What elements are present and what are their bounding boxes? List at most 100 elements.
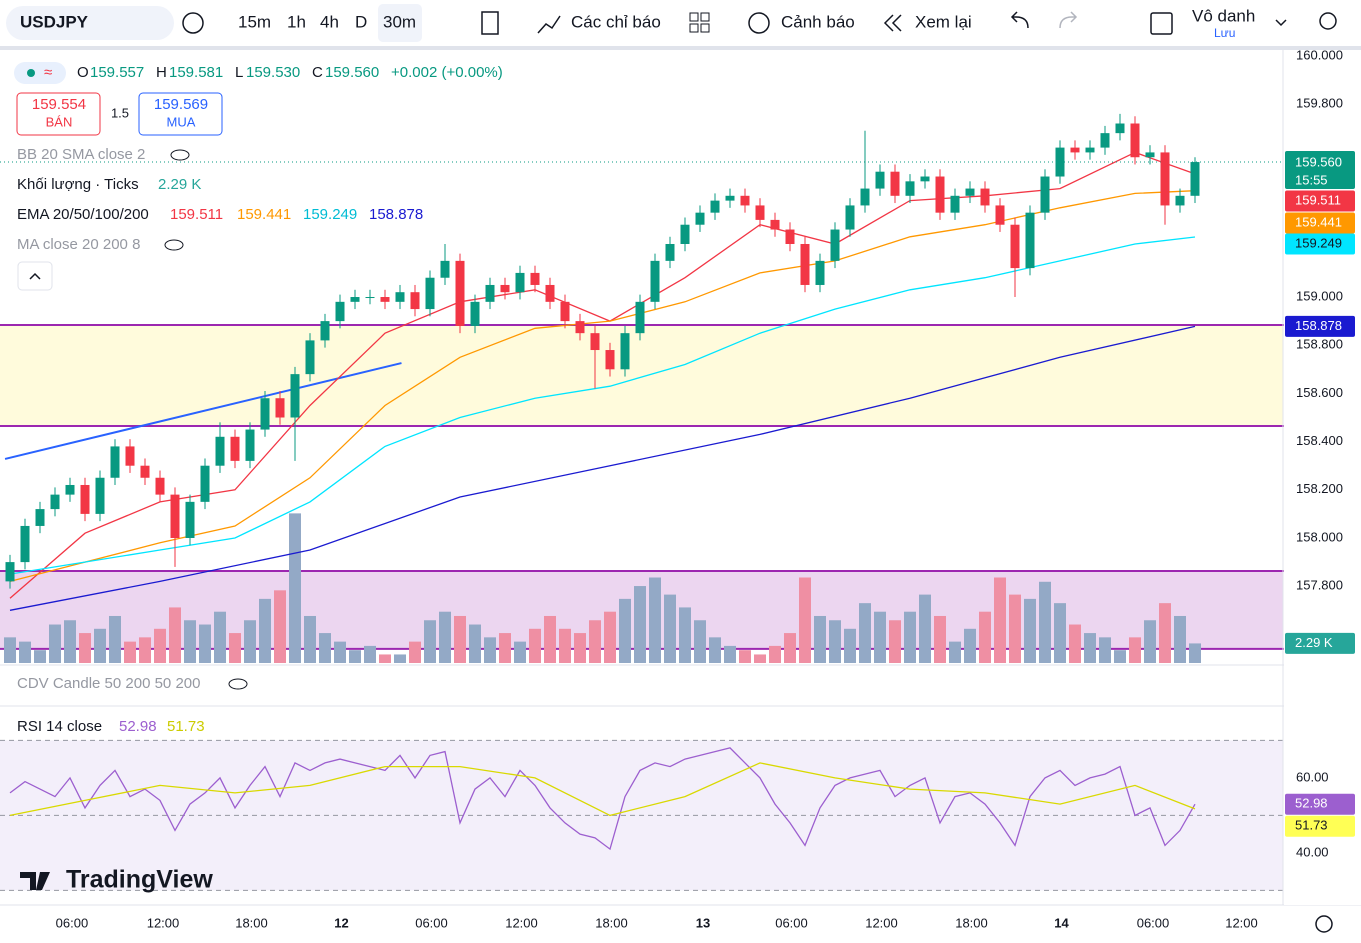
sell-button[interactable]: [16, 92, 101, 136]
candle-body: [365, 297, 375, 299]
candle-body: [65, 484, 75, 495]
candle-body: [380, 297, 390, 302]
interval[interactable]: 4h: [320, 12, 339, 31]
replay[interactable]: Xem lại: [915, 12, 972, 31]
hidden-icon[interactable]: [164, 239, 184, 251]
candle-body: [890, 171, 900, 196]
alerts[interactable]: Cảnh báo: [781, 12, 855, 31]
ema-value: 159.249: [303, 206, 357, 223]
volume-bar: [34, 650, 47, 663]
chart-type-icon[interactable]: [481, 11, 499, 35]
interval[interactable]: 15m: [238, 12, 271, 31]
candle-body: [815, 260, 825, 285]
sell-price[interactable]: 159.554: [32, 96, 86, 113]
volume-bar: [259, 598, 272, 663]
ema-tag-bg: [1285, 190, 1355, 212]
rsi-tick-label: 60.00: [1296, 769, 1329, 784]
x-tick-label: 12:00: [505, 915, 538, 930]
interval[interactable]: D: [355, 12, 367, 31]
volume-bar: [49, 624, 62, 663]
layout-checkbox[interactable]: [1150, 12, 1173, 35]
symbol-box[interactable]: [6, 6, 174, 40]
indicators[interactable]: Các chỉ báo: [571, 12, 661, 31]
candle-body: [530, 272, 540, 285]
layout-icon: [689, 23, 699, 33]
layout-icon: [700, 12, 710, 22]
volume-bar: [753, 654, 766, 663]
indicator-legend[interactable]: RSI 14 close: [17, 718, 102, 735]
buy-label[interactable]: MUA: [167, 114, 196, 129]
redo-icon[interactable]: [1059, 11, 1078, 29]
y-tick-label: 158.400: [1296, 433, 1343, 448]
candle-body: [935, 176, 945, 213]
volume-bar: [454, 615, 467, 663]
volume-bar: [933, 615, 946, 663]
symbol[interactable]: USDJPY: [20, 12, 89, 31]
indicator-legend[interactable]: CDV Candle 50 200 50 200: [17, 675, 200, 692]
candle-body: [485, 284, 495, 302]
hidden-icon[interactable]: [170, 149, 190, 161]
rsi-tag-bg: [1285, 793, 1355, 815]
candle-body: [275, 398, 285, 418]
x-tick-label: 12:00: [147, 915, 180, 930]
volume-bar: [244, 620, 257, 663]
candle-body: [35, 509, 45, 526]
candle-body: [5, 562, 15, 582]
buy-button[interactable]: [138, 92, 223, 136]
candle-body: [1175, 195, 1185, 206]
candle-body: [440, 260, 450, 278]
candle-body: [215, 436, 225, 466]
user[interactable]: Vô danh: [1192, 6, 1255, 25]
volume-bar: [708, 637, 721, 663]
trendline: [4, 362, 402, 460]
volume-bar: [229, 633, 242, 663]
status-dot: [27, 69, 35, 77]
sell-label[interactable]: BÁN: [46, 114, 73, 129]
volume-bar: [948, 641, 961, 663]
volume-bar: [888, 620, 901, 663]
status-wave: ≈: [44, 64, 52, 81]
volume-bar: [64, 620, 77, 663]
interval[interactable]: 30m: [383, 12, 416, 31]
collapse-button[interactable]: [17, 261, 53, 291]
volume-bar: [903, 611, 916, 663]
search-icon[interactable]: [1319, 12, 1337, 30]
ohlc-key: O: [77, 64, 89, 81]
buy-price[interactable]: 159.569: [154, 96, 208, 113]
ohlc-key: H: [156, 64, 167, 81]
volume-bar: [978, 611, 991, 663]
ohlc-value: 159.581: [169, 64, 223, 81]
y-tick-label: 159.800: [1296, 96, 1343, 111]
x-tick-label: 18:00: [955, 915, 988, 930]
indicator-legend[interactable]: EMA 20/50/100/200: [17, 206, 149, 223]
candle-body: [650, 260, 660, 302]
indicator-legend[interactable]: Khối lượng · Ticks: [17, 176, 139, 193]
indicator-legend[interactable]: MA close 20 200 8: [17, 236, 140, 253]
status-pill[interactable]: [14, 62, 66, 84]
settings-icon[interactable]: [1315, 915, 1333, 933]
undo-icon[interactable]: [1010, 11, 1029, 29]
dropdown-icon[interactable]: [1275, 19, 1287, 27]
ema-tag: 159.249: [1295, 235, 1342, 250]
ohlc-key: L: [235, 64, 243, 81]
volume-bar: [634, 586, 646, 663]
volume-bar: [349, 650, 362, 663]
candle-body: [1100, 133, 1110, 148]
indicator-legend[interactable]: BB 20 SMA close 2: [17, 146, 145, 163]
candle-body: [455, 260, 465, 326]
volume-bar: [723, 645, 736, 663]
add-icon[interactable]: [182, 12, 204, 34]
replay-icon: [883, 14, 902, 32]
hidden-icon[interactable]: [228, 678, 248, 690]
layout-icon[interactable]: [689, 12, 699, 22]
candle-body: [980, 188, 990, 206]
volume-tag-bg: [1285, 632, 1355, 654]
volume-bar: [169, 607, 182, 663]
volume-bar: [1098, 637, 1111, 663]
spread: 1.5: [111, 105, 129, 120]
volume-bar: [469, 624, 482, 663]
volume-bar: [1008, 594, 1021, 663]
candle-body: [95, 477, 105, 514]
save[interactable]: Lưu: [1214, 26, 1235, 40]
interval[interactable]: 1h: [287, 12, 306, 31]
